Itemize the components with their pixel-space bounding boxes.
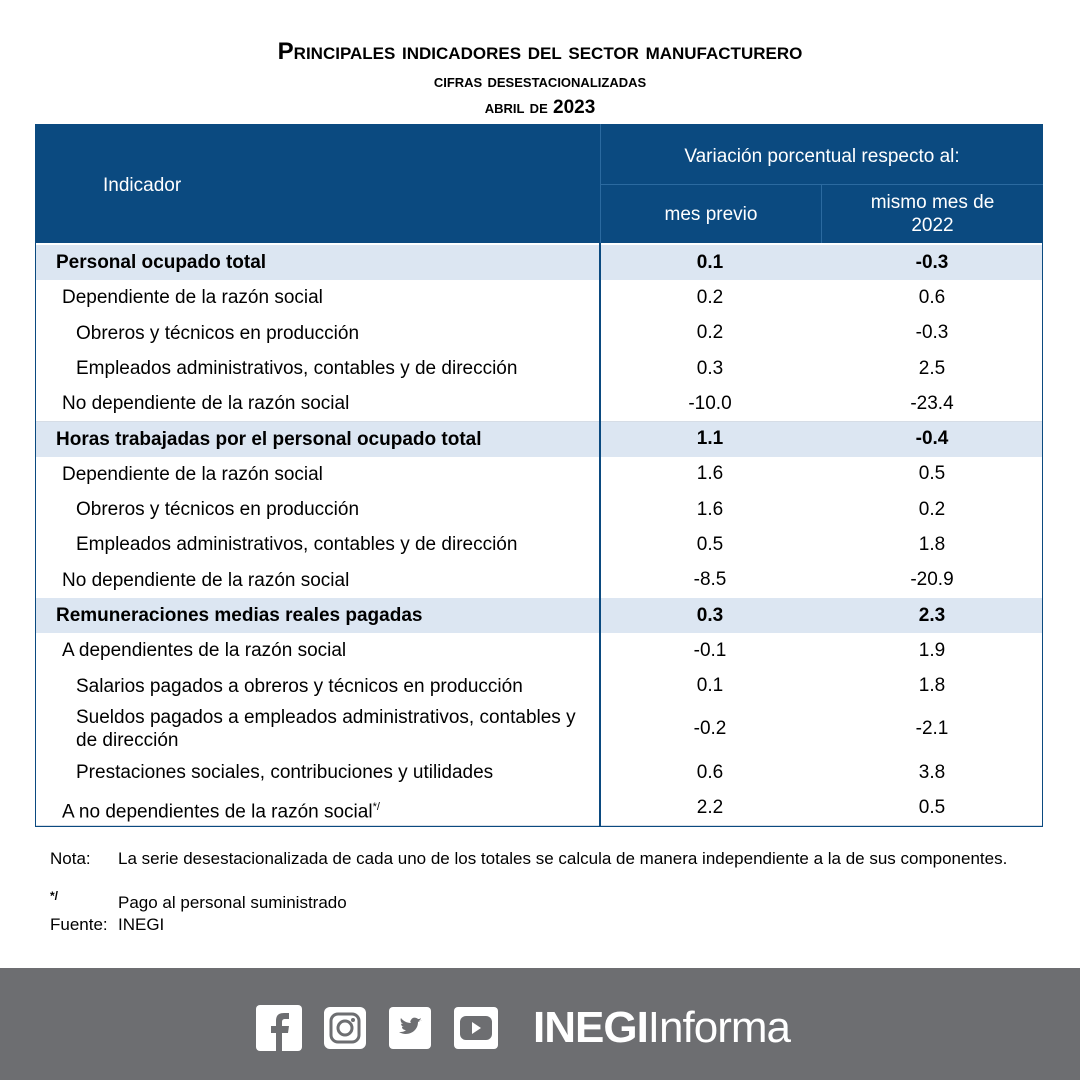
- cell-value: 0.1: [696, 251, 724, 273]
- cell-value: -0.4: [915, 428, 949, 450]
- cell-value: -8.5: [693, 569, 727, 591]
- table-row: No dependiente de la razón social -10.0 -2…: [36, 386, 1042, 423]
- table-row: A dependientes de la razón social -0.1 1.9: [36, 633, 1042, 670]
- brand-light: Informa: [647, 1003, 791, 1052]
- cell-value: 0.5: [918, 796, 946, 818]
- header-cell: mes previo: [664, 204, 758, 225]
- cell-value: 0.2: [696, 322, 724, 344]
- cell-value: -23.4: [910, 392, 954, 414]
- row-label: Horas trabajadas por el personal ocupado…: [56, 428, 482, 450]
- note-label: Nota:: [50, 849, 91, 868]
- cell-value: 2.2: [696, 796, 724, 818]
- table-row: Remuneraciones medias reales pagadas 0.3 2…: [36, 598, 1042, 635]
- cell-value: 2.5: [918, 357, 946, 379]
- cell-value: -0.1: [693, 639, 727, 661]
- row-label: A dependientes de la razón social: [62, 640, 347, 662]
- table-row: Horas trabajadas por el personal ocupado…: [36, 421, 1042, 458]
- row-label: Prestaciones sociales, contribuciones y …: [76, 761, 494, 783]
- note-mark: */: [50, 889, 59, 903]
- cell-value: -2.1: [915, 718, 949, 740]
- table-row: Sueldos pagados a empleados administrati…: [36, 703, 1042, 756]
- row-label: Obreros y técnicos en producción: [76, 322, 360, 344]
- header-cell: Variación porcentual respecto al:: [684, 146, 960, 167]
- header-cell: Indicador: [103, 175, 182, 196]
- social-icons: [256, 1005, 498, 1051]
- row-label: No dependiente de la razón social: [62, 569, 350, 591]
- table-border: [35, 825, 1043, 827]
- cell-value: 0.2: [696, 286, 724, 308]
- row-label: Obreros y técnicos en producción: [76, 499, 360, 521]
- cell-value: 1.8: [918, 534, 946, 556]
- table-border: [1042, 243, 1043, 826]
- footer: INEGIInforma: [0, 968, 1080, 1080]
- cell-value: -0.3: [915, 322, 949, 344]
- cell-value: -0.3: [915, 251, 949, 273]
- cell-value: -20.9: [910, 569, 954, 591]
- cell-value: 2.3: [918, 604, 946, 626]
- row-label: Empleados administrativos, contables y d…: [76, 357, 518, 379]
- note-mark-text: Pago al personal suministrado: [118, 893, 347, 912]
- subtitle: cifras desestacionalizadas: [433, 71, 647, 92]
- table-row: Dependiente de la razón social 1.6 0.5: [36, 456, 1042, 494]
- cell-value: 0.5: [918, 463, 946, 485]
- cell-value: -0.2: [693, 718, 727, 740]
- row-label: Sueldos pagados a empleados administrati…: [76, 706, 576, 751]
- cell-value: 1.8: [918, 675, 946, 697]
- table-row: Obreros y técnicos en producción 1.6 0.2: [36, 492, 1042, 529]
- row-label: Remuneraciones medias reales pagadas: [56, 605, 423, 626]
- source-label: Fuente:: [50, 915, 108, 934]
- cell-value: 0.3: [696, 357, 724, 379]
- cell-value: 1.1: [696, 428, 724, 450]
- cell-value: 0.5: [696, 534, 724, 556]
- cell-value: 0.6: [696, 761, 724, 783]
- cell-value: 0.2: [918, 498, 946, 520]
- cell-value: 0.6: [918, 286, 946, 308]
- table-row: No dependiente de la razón social -8.5 -20…: [36, 562, 1042, 599]
- table-row: Personal ocupado total 0.1 -0.3: [36, 245, 1042, 282]
- cell-value: -10.0: [688, 392, 732, 414]
- divider: [601, 184, 1043, 185]
- note-text: La serie desestacionalizada de cada uno …: [118, 849, 1008, 868]
- table-row: Obreros y técnicos en producción 0.2 -0.3: [36, 315, 1042, 352]
- row-label: Dependiente de la razón social: [62, 287, 323, 309]
- cell-value: 1.9: [918, 639, 946, 661]
- divider: [821, 184, 822, 243]
- row-label: Salarios pagados a obreros y técnicos en…: [76, 675, 523, 697]
- brand: INEGIInforma: [533, 1003, 791, 1052]
- divider: [600, 124, 601, 243]
- brand-bold: INEGI: [533, 1003, 649, 1052]
- source: INEGI: [118, 915, 165, 934]
- table-row: Empleados administrativos, contables y d…: [36, 350, 1042, 388]
- table-header: Indicador Variación porcentual respecto …: [35, 124, 1043, 243]
- cell-value: 0.1: [696, 675, 724, 697]
- row-label: Empleados administrativos, contables y d…: [76, 534, 518, 556]
- cell-value: 1.6: [696, 463, 724, 485]
- row-label: No dependiente de la razón social: [62, 393, 350, 415]
- title: Principales indicadores del sector manuf…: [277, 38, 803, 65]
- table-row: A no dependientes de la razón social*/ 2.…: [36, 790, 1042, 827]
- table-row: Empleados administrativos, contables y d…: [36, 527, 1042, 564]
- row-label: A no dependientes de la razón social*/: [62, 801, 380, 823]
- footnote-mark: */: [372, 801, 380, 814]
- table-border: [35, 243, 36, 826]
- table-row: Prestaciones sociales, contribuciones y …: [36, 754, 1042, 792]
- cell-value: 1.6: [696, 498, 724, 520]
- column-divider: [599, 243, 601, 826]
- row-label: Dependiente de la razón social: [62, 463, 323, 485]
- header-cell: mismo mes de 2022: [870, 192, 995, 236]
- cell-value: 0.3: [696, 604, 724, 626]
- period: abril de 2023: [484, 97, 596, 118]
- cell-value: 3.8: [918, 761, 946, 783]
- table-row: Salarios pagados a obreros y técnicos en…: [36, 668, 1042, 705]
- table-row: Dependiente de la razón social 0.2 0.6: [36, 280, 1042, 317]
- row-label: Personal ocupado total: [56, 252, 267, 273]
